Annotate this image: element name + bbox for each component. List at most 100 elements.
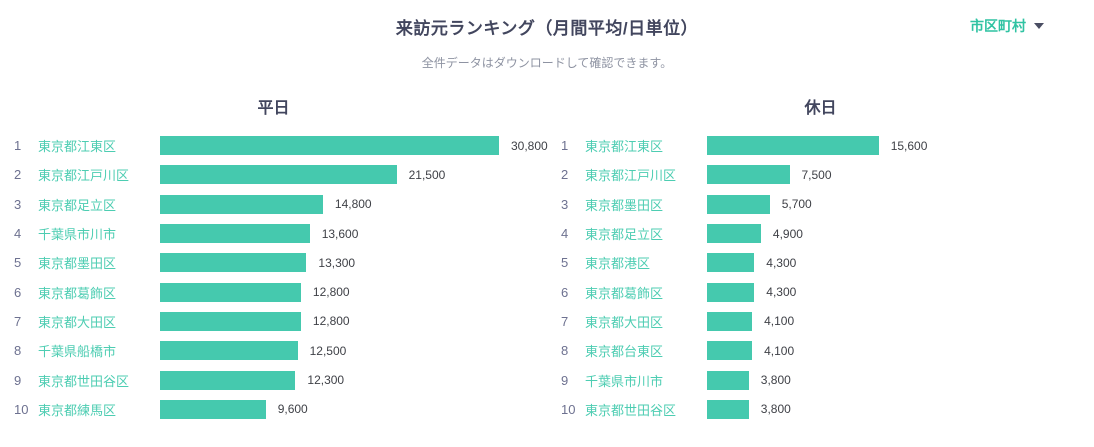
rank-number: 2 — [561, 167, 569, 183]
subtitle-note: 全件データはダウンロードして確認できます。 — [421, 56, 673, 70]
value-label: 21,500 — [408, 167, 446, 182]
value-label: 14,800 — [334, 197, 372, 212]
area-granularity-dropdown[interactable]: 市区町村 — [970, 16, 1044, 36]
bar — [160, 165, 397, 185]
ranking-row: 5 東京都墨田区 13,300 — [0, 248, 547, 277]
rank-number: 4 — [561, 226, 569, 242]
ranking-row: 1 東京都江東区 15,600 — [547, 131, 1094, 160]
rank-number: 6 — [14, 284, 22, 300]
value-label: 4,100 — [764, 314, 795, 329]
place-label: 東京都江東区 — [585, 139, 664, 155]
value-label: 5,700 — [781, 197, 812, 212]
area-dropdown-label: 市区町村 — [970, 18, 1026, 34]
bar-cell: 12,500 — [160, 336, 547, 365]
value-label: 30,800 — [511, 138, 548, 153]
bar-cell: 4,300 — [707, 277, 1094, 306]
rank-number: 8 — [561, 343, 569, 359]
value-label: 12,300 — [307, 373, 345, 388]
ranking-row: 10 東京都世田谷区 3,800 — [547, 395, 1094, 424]
value-label: 15,600 — [890, 138, 928, 153]
ranking-row: 5 東京都港区 4,300 — [547, 248, 1094, 277]
value-label: 4,100 — [764, 343, 795, 358]
bar — [707, 399, 749, 419]
bar-cell: 30,800 — [160, 131, 548, 160]
rank-number: 7 — [561, 313, 569, 329]
bar-cell: 14,800 — [160, 190, 547, 219]
bar — [160, 224, 310, 244]
bar-cell: 13,600 — [160, 219, 547, 248]
ranking-row: 9 千葉県市川市 3,800 — [547, 365, 1094, 394]
rank-number: 4 — [14, 226, 22, 242]
ranking-row: 3 東京都墨田区 5,700 — [547, 190, 1094, 219]
panel-weekday-rows: 1 東京都江東区 30,800 2 東京都江戸川区 21,500 3 東京都足立区 14,800… — [0, 131, 548, 424]
value-label: 9,600 — [277, 402, 308, 417]
ranking-row: 8 東京都台東区 4,100 — [547, 336, 1094, 365]
bar — [707, 253, 755, 273]
bar-cell: 3,800 — [707, 395, 1094, 424]
bar-cell: 4,100 — [707, 336, 1094, 365]
place-label: 東京都練馬区 — [38, 402, 117, 418]
bar — [707, 370, 749, 390]
ranking-row: 6 東京都葛飾区 12,800 — [0, 277, 547, 306]
bar — [707, 341, 753, 361]
bar — [160, 399, 266, 419]
value-label: 4,300 — [766, 285, 797, 300]
value-label: 3,800 — [760, 402, 791, 417]
rank-number: 2 — [14, 167, 22, 183]
bar-cell: 12,800 — [160, 277, 547, 306]
ranking-row: 2 東京都江戸川区 7,500 — [547, 160, 1094, 189]
ranking-row: 4 東京都足立区 4,900 — [547, 219, 1094, 248]
ranking-row: 2 東京都江戸川区 21,500 — [0, 160, 547, 189]
chevron-down-icon — [1034, 23, 1044, 29]
ranking-row: 9 東京都世田谷区 12,300 — [0, 365, 547, 394]
place-label: 東京都墨田区 — [38, 256, 117, 272]
value-label: 7,500 — [801, 167, 832, 182]
place-label: 東京都足立区 — [38, 197, 117, 213]
place-label: 東京都大田区 — [585, 314, 664, 330]
rank-number: 7 — [14, 313, 22, 329]
place-label: 東京都港区 — [585, 256, 651, 272]
panel-weekday: 平日 1 東京都江東区 30,800 2 東京都江戸川区 21,500 3 東京都足立区 14,… — [0, 97, 548, 424]
ranking-row: 7 東京都大田区 12,800 — [0, 307, 547, 336]
bar — [160, 253, 307, 273]
bar — [707, 194, 770, 214]
ranking-row: 8 千葉県船橋市 12,500 — [0, 336, 547, 365]
value-label: 4,900 — [772, 226, 803, 241]
rank-number: 9 — [561, 372, 569, 388]
bar-cell: 5,700 — [707, 190, 1094, 219]
bar-cell: 15,600 — [707, 131, 1094, 160]
place-label: 東京都江東区 — [38, 139, 117, 155]
bar — [160, 370, 296, 390]
panel-holiday-rows: 1 東京都江東区 15,600 2 東京都江戸川区 7,500 3 東京都墨田区 5,700 4 東… — [547, 131, 1094, 424]
rank-number: 10 — [561, 401, 576, 417]
place-label: 東京都葛飾区 — [585, 285, 664, 301]
place-label: 東京都世田谷区 — [38, 373, 130, 389]
ranking-row: 10 東京都練馬区 9,600 — [0, 395, 547, 424]
ranking-row: 4 千葉県市川市 13,600 — [0, 219, 547, 248]
bar-cell: 4,900 — [707, 219, 1094, 248]
place-label: 東京都葛飾区 — [38, 285, 117, 301]
rank-number: 8 — [14, 343, 22, 359]
bar — [160, 282, 301, 302]
panel-holiday: 休日 1 東京都江東区 15,600 2 東京都江戸川区 7,500 3 東京都墨田区 5,70… — [547, 97, 1094, 424]
bar — [707, 224, 761, 244]
ranking-row: 7 東京都大田区 4,100 — [547, 307, 1094, 336]
value-label: 12,800 — [312, 314, 350, 329]
ranking-row: 6 東京都葛飾区 4,300 — [547, 277, 1094, 306]
value-label: 3,800 — [760, 373, 791, 388]
value-label: 13,300 — [318, 255, 356, 270]
place-label: 東京都世田谷区 — [585, 402, 677, 418]
value-label: 4,300 — [766, 255, 797, 270]
rank-number: 5 — [14, 255, 22, 271]
bar — [160, 341, 298, 361]
place-label: 千葉県船橋市 — [38, 344, 117, 360]
bar — [707, 136, 879, 156]
place-label: 東京都墨田区 — [585, 197, 664, 213]
value-label: 12,500 — [309, 343, 347, 358]
place-label: 東京都大田区 — [38, 314, 117, 330]
bar — [160, 136, 499, 156]
rank-number: 5 — [561, 255, 569, 271]
bar-cell: 9,600 — [160, 395, 547, 424]
place-label: 千葉県市川市 — [38, 227, 117, 243]
